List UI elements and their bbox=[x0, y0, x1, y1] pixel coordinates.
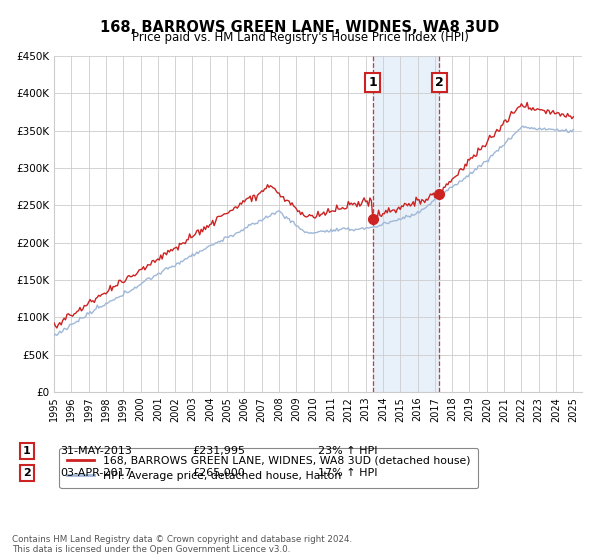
Text: £265,000: £265,000 bbox=[192, 468, 245, 478]
Text: 168, BARROWS GREEN LANE, WIDNES, WA8 3UD: 168, BARROWS GREEN LANE, WIDNES, WA8 3UD bbox=[100, 20, 500, 35]
Legend: 168, BARROWS GREEN LANE, WIDNES, WA8 3UD (detached house), HPI: Average price, d: 168, BARROWS GREEN LANE, WIDNES, WA8 3UD… bbox=[59, 448, 478, 488]
Text: 03-APR-2017: 03-APR-2017 bbox=[60, 468, 131, 478]
Text: 1: 1 bbox=[23, 446, 31, 456]
Text: 17% ↑ HPI: 17% ↑ HPI bbox=[318, 468, 377, 478]
Text: 23% ↑ HPI: 23% ↑ HPI bbox=[318, 446, 377, 456]
Text: £231,995: £231,995 bbox=[192, 446, 245, 456]
Text: 2: 2 bbox=[23, 468, 31, 478]
Text: Price paid vs. HM Land Registry's House Price Index (HPI): Price paid vs. HM Land Registry's House … bbox=[131, 31, 469, 44]
Text: 2: 2 bbox=[435, 76, 443, 88]
Text: 1: 1 bbox=[368, 76, 377, 88]
Text: Contains HM Land Registry data © Crown copyright and database right 2024.
This d: Contains HM Land Registry data © Crown c… bbox=[12, 535, 352, 554]
Bar bbox=[373, 56, 439, 392]
Text: 31-MAY-2013: 31-MAY-2013 bbox=[60, 446, 132, 456]
